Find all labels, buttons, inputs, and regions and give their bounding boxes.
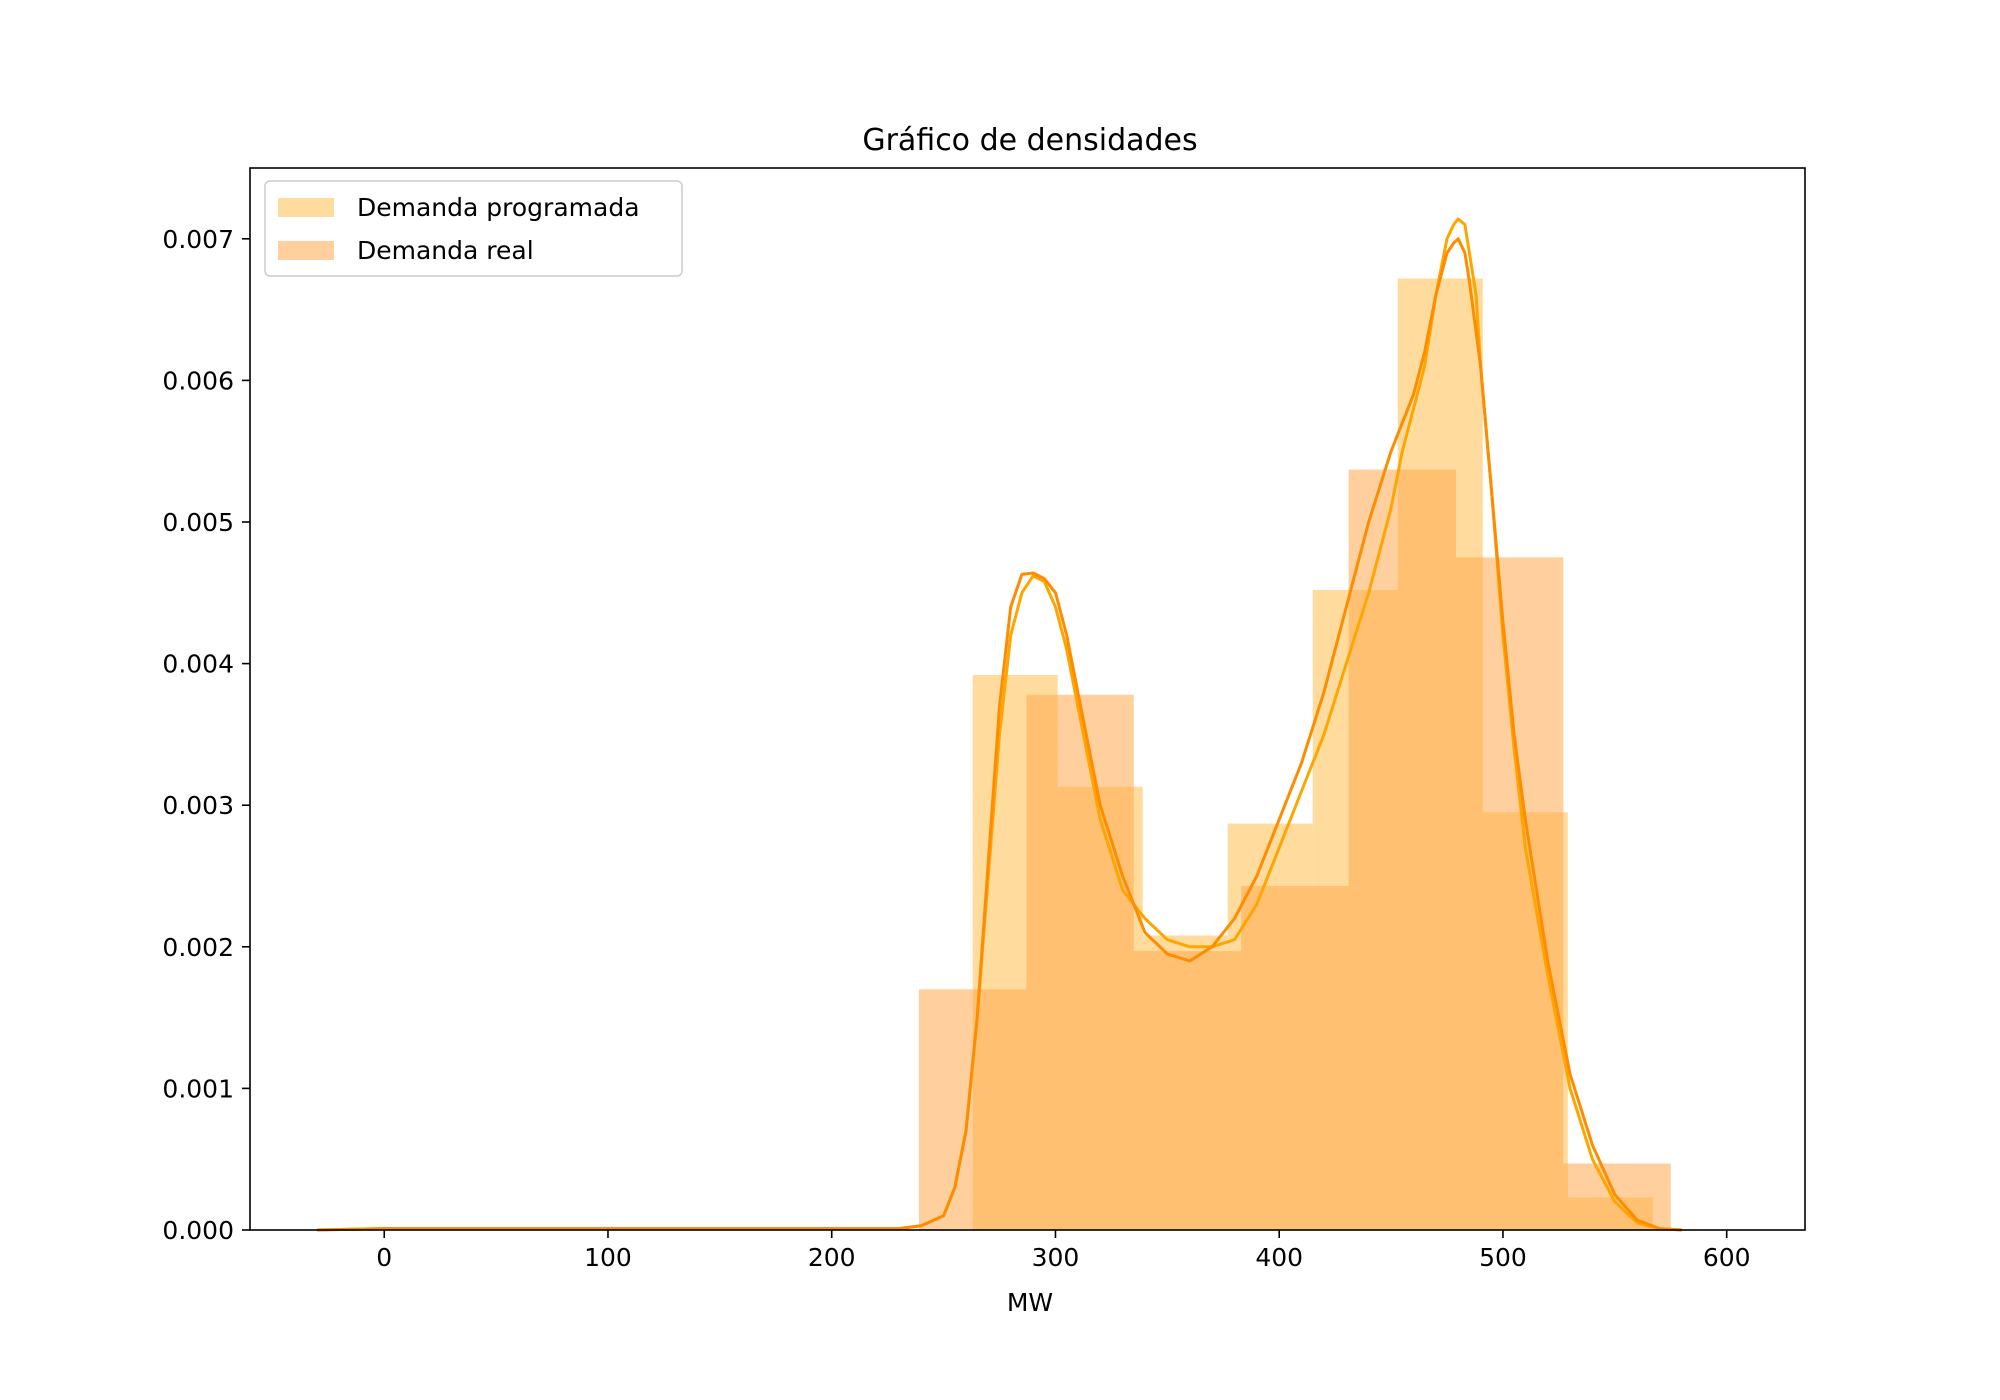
chart-title: Gráfico de densidades [862,123,1197,158]
x-axis-label: MW [1007,1288,1053,1317]
legend-box [264,180,683,277]
y-tick-label: 0.003 [162,791,234,820]
y-tick-label: 0.001 [162,1074,234,1103]
histogram-bar [1455,557,1564,1230]
y-tick-label: 0.002 [162,933,234,962]
x-tick-label: 200 [808,1243,856,1272]
x-tick-label: 300 [1032,1243,1080,1272]
histogram-bar [918,989,1027,1230]
histogram-bar [1026,694,1134,1230]
y-tick-label: 0.007 [162,225,234,254]
y-tick-label: 0.005 [162,508,234,537]
y-tick-label: 0.004 [162,650,234,679]
legend: Demanda programada Demanda real [264,180,683,277]
y-tick-label: 0.006 [162,366,234,395]
y-tick-label: 0.000 [162,1216,234,1245]
kde-line-series-2 [317,237,1682,1232]
histogram-bar [1133,951,1242,1230]
axes: 0 100 200 300 400 500 600 0.000 0.001 0.002 0.003 0… [162,167,1806,1272]
x-tick-label: 500 [1479,1243,1527,1272]
axes-frame [249,167,1806,1231]
legend-label: Demanda real [357,236,534,265]
histogram-bar [1241,885,1349,1230]
plot-area [317,217,1682,1232]
histogram-bar [1348,469,1456,1230]
x-tick-label: 600 [1703,1243,1751,1272]
x-tick-label: 400 [1255,1243,1303,1272]
x-tick-label: 0 [376,1243,392,1272]
legend-label: Demanda programada [357,193,640,222]
legend-swatch [278,241,334,260]
legend-swatch [278,198,334,217]
x-tick-label: 100 [584,1243,632,1272]
